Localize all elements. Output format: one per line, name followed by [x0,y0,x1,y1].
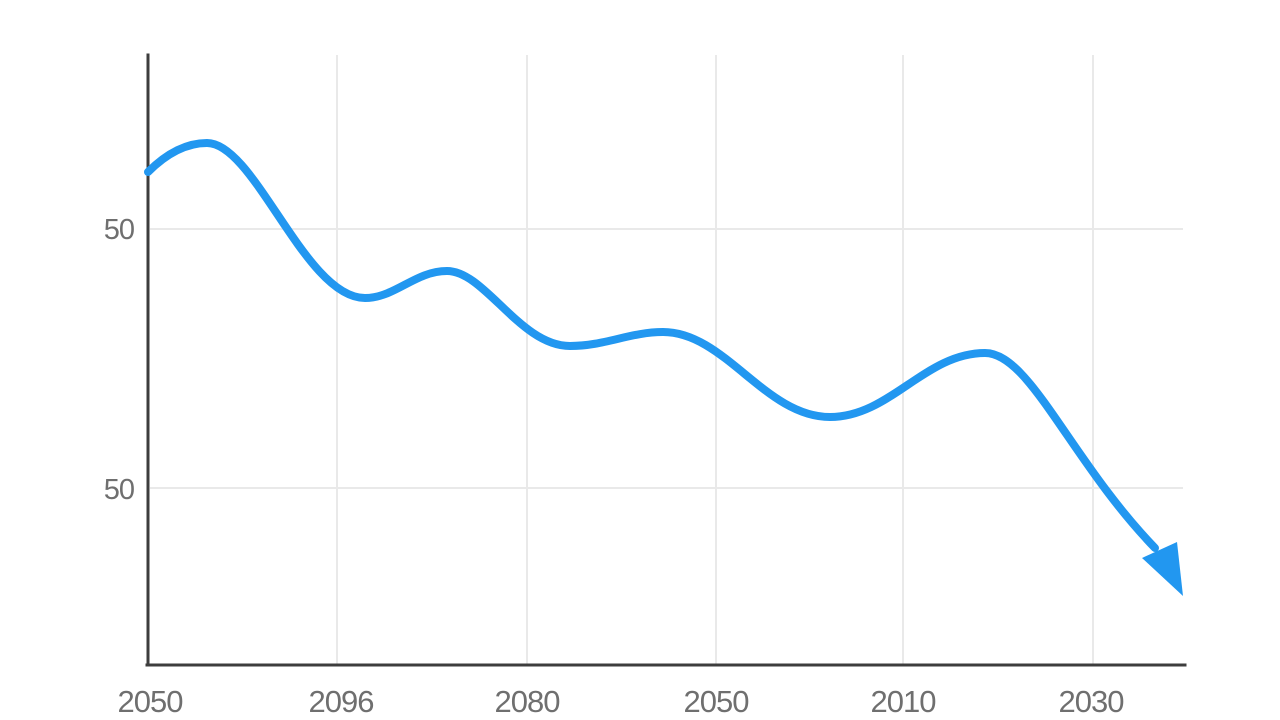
x-tick-labels: 2050 2096 2080 2050 2010 2030 [118,684,1126,719]
y-tick-label-2: 50 [104,474,134,506]
y-tick-labels: 50 50 [104,214,135,506]
x-tick-label-1: 2050 [118,684,184,719]
trend-arrowhead-icon [1142,542,1183,596]
x-tick-label-4: 2050 [684,684,750,719]
trend-line [144,139,1159,552]
gridlines [150,55,1183,664]
x-tick-label-6: 2030 [1059,684,1125,719]
x-tick-label-3: 2080 [495,684,561,719]
y-tick-label-1: 50 [104,214,134,246]
x-tick-label-2: 2096 [309,684,374,719]
axes [145,53,1187,667]
x-tick-label-5: 2010 [871,684,937,719]
